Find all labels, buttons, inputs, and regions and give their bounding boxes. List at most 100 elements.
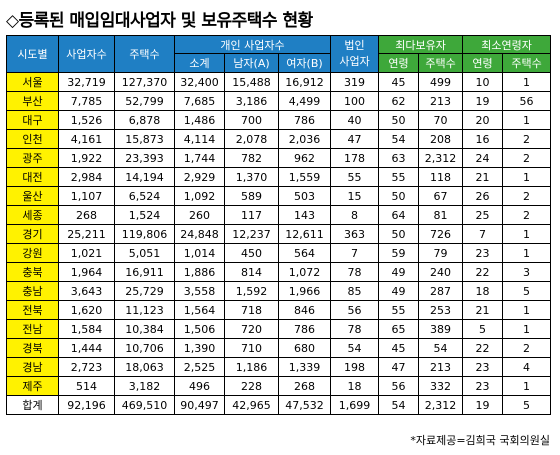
value-cell: 198 (330, 357, 380, 377)
value-cell: 3,558 (174, 281, 225, 301)
region-cell: 충남 (6, 281, 59, 301)
value-cell: 1,744 (174, 148, 225, 168)
value-cell: 2 (502, 129, 552, 149)
value-cell: 18,063 (114, 357, 175, 377)
value-cell: 268 (277, 376, 332, 396)
value-cell: 1,014 (174, 243, 225, 263)
value-cell: 2,984 (58, 167, 115, 187)
table-row: 광주 1,922 23,393 1,744 782 962 178 63 2,312 24 2 (6, 148, 552, 168)
value-cell: 499 (418, 72, 464, 92)
value-cell: 2 (502, 338, 552, 358)
value-cell: 45 (378, 338, 420, 358)
value-cell: 3 (502, 262, 552, 282)
value-cell: 1,620 (58, 300, 115, 320)
value-cell: 22 (462, 338, 504, 358)
value-cell: 19 (462, 395, 504, 415)
value-cell: 81 (418, 205, 464, 225)
value-cell: 23,393 (114, 148, 175, 168)
value-cell: 24,848 (174, 224, 225, 244)
header-subtotal: 소계 (174, 53, 225, 73)
value-cell: 20 (462, 110, 504, 130)
value-cell: 4 (502, 357, 552, 377)
region-cell: 대구 (6, 110, 59, 130)
region-cell: 합계 (6, 395, 59, 415)
value-cell: 1,186 (224, 357, 279, 377)
value-cell: 2,312 (418, 148, 464, 168)
value-cell: 32,400 (174, 72, 225, 92)
value-cell: 1 (502, 243, 552, 263)
value-cell: 2,078 (224, 129, 279, 149)
value-cell: 118 (418, 167, 464, 187)
value-cell: 47 (378, 357, 420, 377)
region-cell: 대전 (6, 167, 59, 187)
value-cell: 24 (462, 148, 504, 168)
value-cell: 15,488 (224, 72, 279, 92)
value-cell: 7 (462, 224, 504, 244)
value-cell: 1,072 (277, 262, 332, 282)
table-body: 서울 32,719 127,370 32,400 15,488 16,912 319 45 49… (6, 72, 552, 415)
table-row: 부산 7,785 52,799 7,685 3,186 4,499 100 62 213 19 56 (6, 91, 552, 111)
value-cell: 4,499 (277, 91, 332, 111)
value-cell: 56 (330, 300, 380, 320)
value-cell: 14,194 (114, 167, 175, 187)
header-max-age: 연령 (378, 53, 420, 73)
value-cell: 720 (224, 319, 279, 339)
value-cell: 2 (502, 186, 552, 206)
value-cell: 1,021 (58, 243, 115, 263)
value-cell: 6,878 (114, 110, 175, 130)
value-cell: 55 (378, 167, 420, 187)
value-cell: 55 (330, 167, 380, 187)
value-cell: 50 (378, 110, 420, 130)
value-cell: 213 (418, 357, 464, 377)
value-cell: 56 (378, 376, 420, 396)
value-cell: 55 (378, 300, 420, 320)
value-cell: 718 (224, 300, 279, 320)
value-cell: 16,912 (277, 72, 332, 92)
value-cell: 67 (418, 186, 464, 206)
value-cell: 22 (462, 262, 504, 282)
value-cell: 70 (418, 110, 464, 130)
table-row: 제주 514 3,182 496 228 268 18 56 332 23 1 (6, 376, 552, 396)
value-cell: 5 (462, 319, 504, 339)
value-cell: 50 (378, 186, 420, 206)
value-cell: 1,339 (277, 357, 332, 377)
table-row: 울산 1,107 6,524 1,092 589 503 15 50 67 26 2 (6, 186, 552, 206)
page-title: ◇등록된 매입임대사업자 및 보유주택수 현황 (6, 11, 313, 31)
value-cell: 5,051 (114, 243, 175, 263)
table-row: 대전 2,984 14,194 2,929 1,370 1,559 55 55 118 21 1 (6, 167, 552, 187)
region-cell: 제주 (6, 376, 59, 396)
table-row: 충남 3,643 25,729 3,558 1,592 1,966 85 49 287 18 5 (6, 281, 552, 301)
housing-stats-table: 시도별 사업자수 주택수 개인 사업자수 법인 사업자 최다보유자 최소연령자 … (6, 35, 552, 415)
value-cell: 332 (418, 376, 464, 396)
value-cell: 814 (224, 262, 279, 282)
value-cell: 54 (330, 338, 380, 358)
value-cell: 23 (462, 243, 504, 263)
value-cell: 1,092 (174, 186, 225, 206)
value-cell: 287 (418, 281, 464, 301)
value-cell: 700 (224, 110, 279, 130)
value-cell: 782 (224, 148, 279, 168)
value-cell: 514 (58, 376, 115, 396)
value-cell: 469,510 (114, 395, 175, 415)
value-cell: 2,036 (277, 129, 332, 149)
value-cell: 1,444 (58, 338, 115, 358)
region-cell: 전남 (6, 319, 59, 339)
source-note: *자료제공=김희국 국회의원실 (410, 434, 550, 447)
value-cell: 1,964 (58, 262, 115, 282)
value-cell: 5 (502, 395, 552, 415)
value-cell: 1,966 (277, 281, 332, 301)
value-cell: 10,384 (114, 319, 175, 339)
header-min-age-age: 연령 (462, 53, 504, 73)
table-row: 강원 1,021 5,051 1,014 450 564 7 59 79 23 1 (6, 243, 552, 263)
value-cell: 1,486 (174, 110, 225, 130)
value-cell: 45 (378, 72, 420, 92)
value-cell: 49 (378, 281, 420, 301)
region-cell: 경북 (6, 338, 59, 358)
table-row: 세종 268 1,524 260 117 143 8 64 81 25 2 (6, 205, 552, 225)
value-cell: 49 (378, 262, 420, 282)
table-row: 경남 2,723 18,063 2,525 1,186 1,339 198 47 213 23 4 (6, 357, 552, 377)
value-cell: 54 (378, 395, 420, 415)
value-cell: 56 (502, 91, 552, 111)
value-cell: 1,592 (224, 281, 279, 301)
value-cell: 268 (58, 205, 115, 225)
